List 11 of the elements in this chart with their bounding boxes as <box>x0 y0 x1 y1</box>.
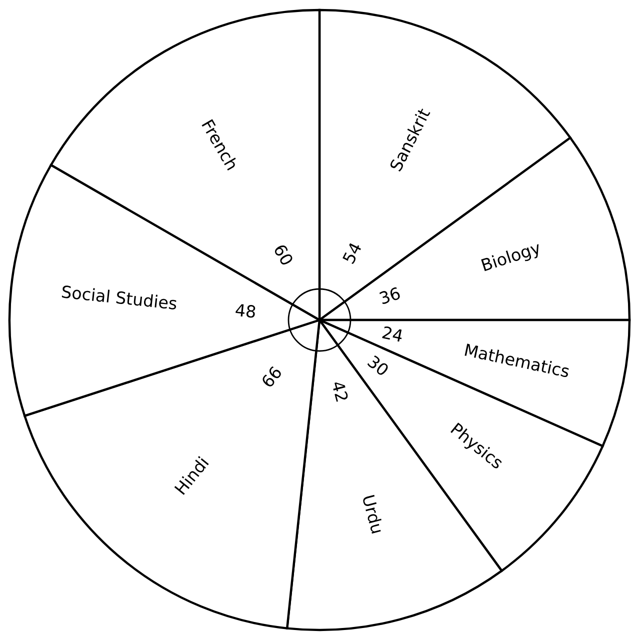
data-label: 54 <box>342 242 362 264</box>
slice-label: Social Studies <box>62 284 178 310</box>
data-label: 66 <box>260 366 282 388</box>
data-label: 24 <box>382 326 404 342</box>
data-label: 30 <box>367 354 390 377</box>
slice-label: Biology <box>480 240 542 274</box>
data-label: 60 <box>273 244 294 266</box>
slice-label: Urdu <box>362 494 384 534</box>
data-label: 36 <box>378 286 401 304</box>
data-label: 42 <box>332 380 349 402</box>
data-label: 48 <box>235 303 256 318</box>
